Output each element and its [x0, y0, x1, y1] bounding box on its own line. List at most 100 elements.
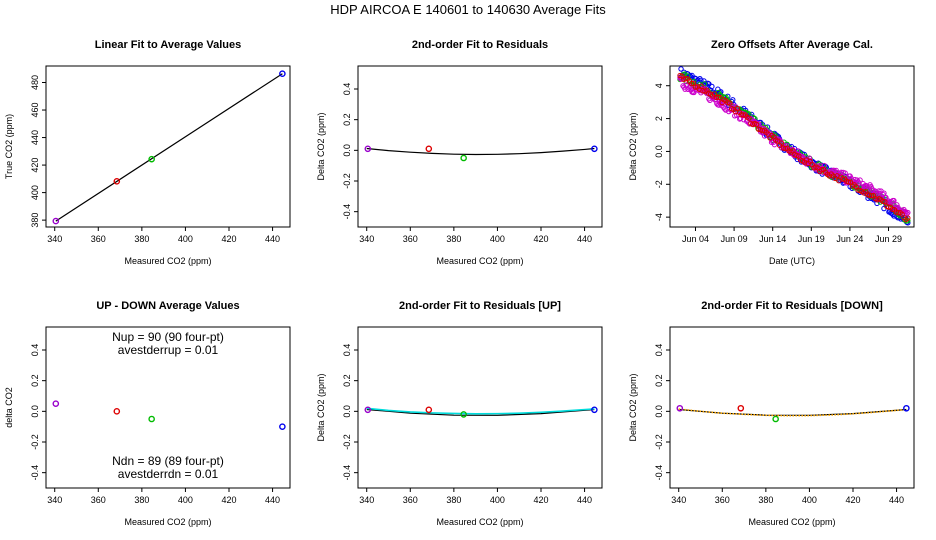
- x-tick-label: 340: [47, 495, 62, 505]
- annotation-nup: Nup = 90 (90 four-pt): [112, 330, 224, 344]
- y-axis-label: delta CO2: [4, 387, 14, 428]
- plot-frame: [357, 65, 603, 228]
- x-axis-label: Measured CO2 (ppm): [748, 517, 835, 527]
- plot-area: [364, 406, 598, 418]
- x-tick-label: 440: [265, 234, 280, 244]
- plot-frame: [669, 326, 915, 489]
- series-point-purple: [842, 170, 848, 176]
- y-tick-label: -0.2: [30, 434, 40, 450]
- series-point-red: [683, 75, 689, 82]
- series-point-red: [753, 121, 760, 128]
- y-tick-label: 0.0: [654, 405, 664, 418]
- y-tick-label: 0.2: [342, 374, 352, 387]
- y-tick-label: 400: [30, 185, 40, 200]
- x-tick-label: 400: [802, 495, 817, 505]
- x-tick-label: 380: [446, 234, 461, 244]
- y-tick-label: 0.4: [30, 344, 40, 357]
- data-point: [460, 154, 467, 162]
- data-point: [425, 406, 433, 414]
- y-tick-label: 0.0: [654, 145, 664, 158]
- figure-title: HDP AIRCOA E 140601 to 140630 Average Fi…: [330, 2, 606, 17]
- panel-title: 2nd-order Fit to Residuals: [412, 39, 548, 51]
- plot-frame: [669, 65, 915, 228]
- data-point: [772, 415, 779, 423]
- fit-line-quadratic-fit: [366, 147, 595, 156]
- y-tick-label: 460: [30, 103, 40, 118]
- plot-frame: [357, 326, 603, 489]
- y-tick-label: 0.4: [654, 344, 664, 357]
- series-point-purple: [722, 106, 728, 112]
- x-axis-label: Measured CO2 (ppm): [124, 256, 211, 266]
- series-point-purple: [738, 115, 744, 122]
- data-point: [113, 408, 121, 415]
- panel-title: UP - DOWN Average Values: [96, 300, 239, 312]
- data-point: [148, 415, 155, 423]
- series-point-red: [845, 179, 852, 185]
- x-tick-label: 400: [178, 495, 193, 505]
- y-tick-label: 0.0: [30, 405, 40, 418]
- data-point: [113, 178, 121, 185]
- series-point-red: [688, 80, 695, 87]
- data-point: [903, 404, 910, 412]
- x-tick-label: Jun 04: [682, 234, 709, 244]
- plot-frame: [45, 326, 291, 489]
- y-axis-label: True CO2 (ppm): [4, 114, 14, 179]
- series-point-blue: [678, 66, 684, 72]
- panel-title: 2nd-order Fit to Residuals [UP]: [399, 300, 561, 312]
- y-tick-label: -0.2: [342, 434, 352, 450]
- fit-line-linear-fit: [55, 73, 283, 222]
- series-point-red: [905, 215, 911, 221]
- x-axis-label: Measured CO2 (ppm): [436, 256, 523, 266]
- data-point: [737, 404, 745, 412]
- x-tick-label: 420: [221, 495, 236, 505]
- x-tick-label: 440: [265, 495, 280, 505]
- y-axis-label: Delta CO2 (ppm): [316, 112, 326, 180]
- series-point-red: [746, 115, 752, 121]
- series-point-red: [882, 199, 888, 205]
- y-tick-label: -0.2: [654, 434, 664, 450]
- fit-line-average-fit: [366, 408, 595, 416]
- series-point-red: [727, 100, 733, 106]
- y-tick-label: 2: [654, 116, 664, 121]
- y-tick-label: 380: [30, 213, 40, 228]
- y-tick-label: -4: [654, 213, 664, 221]
- series-point-purple: [876, 188, 882, 194]
- x-axis-label: Measured CO2 (ppm): [436, 517, 523, 527]
- panel-p3: Zero Offsets After Average Cal. Jun 04 Jun…: [628, 39, 915, 266]
- series-point-purple: [723, 107, 729, 113]
- x-tick-label: 340: [671, 495, 686, 505]
- x-tick-label: 340: [359, 234, 374, 244]
- x-tick-label: 420: [533, 495, 548, 505]
- y-tick-label: 4: [654, 83, 664, 88]
- y-tick-label: 0.4: [342, 83, 352, 96]
- x-tick-label: 400: [490, 495, 505, 505]
- series-point-purple: [857, 177, 863, 183]
- x-tick-label: Jun 19: [798, 234, 825, 244]
- panel-p1: Linear Fit to Average Values 340 360 380 400…: [4, 39, 291, 266]
- y-tick-label: -0.4: [30, 465, 40, 481]
- y-tick-label: 0.0: [342, 144, 352, 157]
- series-point-blue: [709, 83, 715, 90]
- x-tick-label: 420: [533, 234, 548, 244]
- panel-p5: 2nd-order Fit to Residuals [UP] 340 360 380…: [316, 300, 603, 527]
- data-point: [52, 217, 60, 225]
- series-point-purple: [905, 209, 911, 216]
- y-tick-label: 0.2: [654, 374, 664, 387]
- fit-line-down-fit: [678, 408, 907, 417]
- x-tick-label: 440: [577, 495, 592, 505]
- annotation-avestderrup: avestderrup = 0.01: [118, 343, 219, 357]
- data-point: [460, 411, 467, 418]
- y-tick-label: -0.2: [342, 173, 352, 189]
- y-tick-label: -0.4: [342, 465, 352, 481]
- data-point: [425, 145, 433, 153]
- panel-title: 2nd-order Fit to Residuals [DOWN]: [701, 300, 883, 312]
- x-tick-label: 360: [91, 495, 106, 505]
- data-point: [676, 404, 684, 412]
- x-tick-label: 380: [134, 495, 149, 505]
- panel-title: Zero Offsets After Average Cal.: [711, 39, 873, 51]
- series-point-red: [738, 112, 744, 118]
- series-point-red: [698, 83, 704, 89]
- x-axis-label: Measured CO2 (ppm): [124, 517, 211, 527]
- y-tick-label: 0.2: [342, 113, 352, 126]
